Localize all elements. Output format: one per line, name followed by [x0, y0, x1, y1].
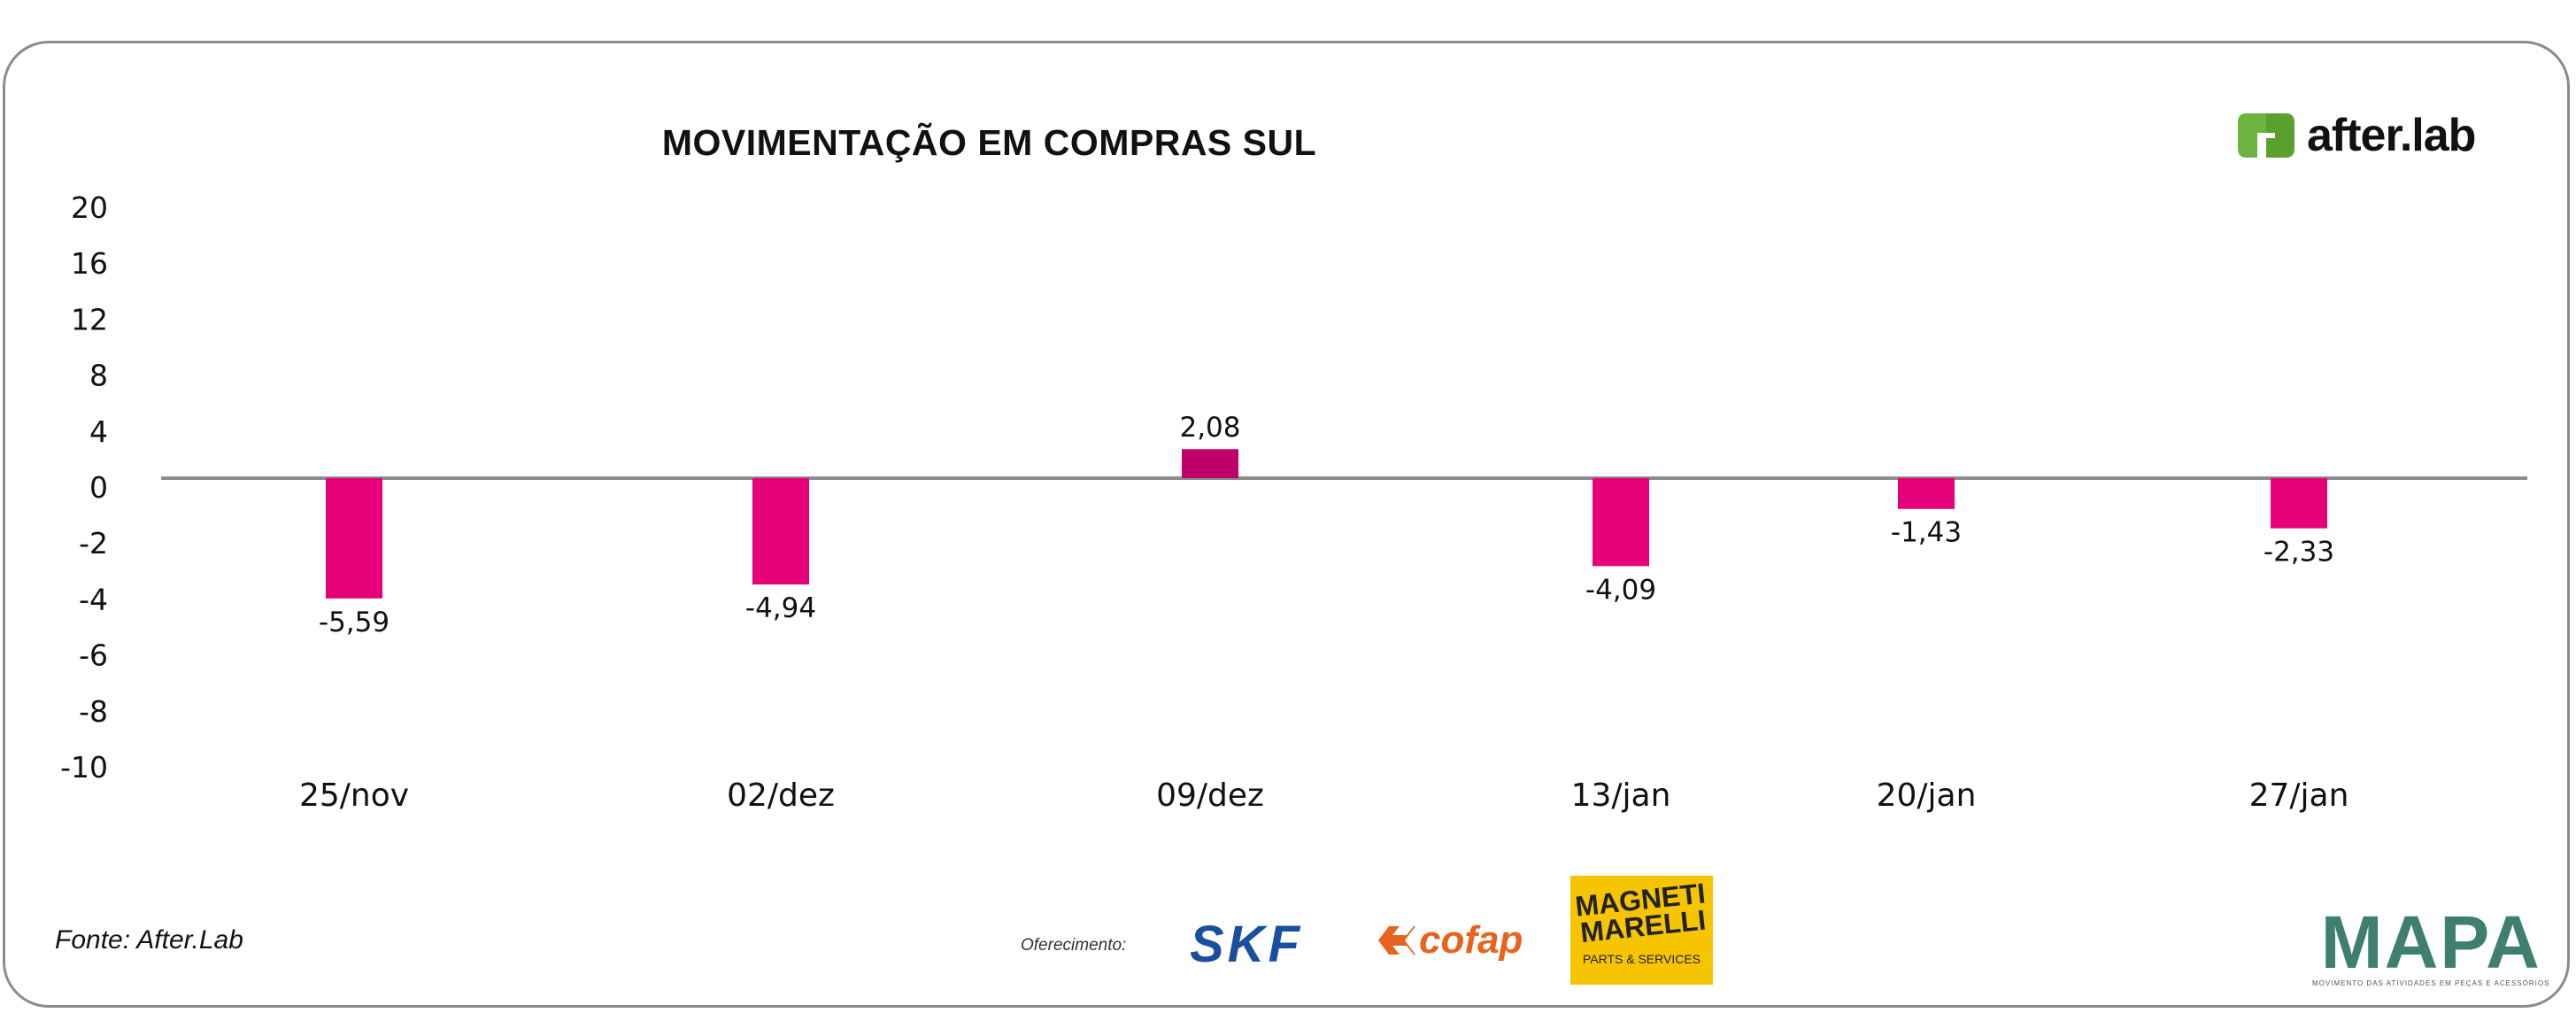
- bar-27/jan: [2271, 478, 2327, 529]
- bar-02/dez: [752, 478, 809, 585]
- skf-logo: SKF: [1190, 916, 1303, 973]
- y-tick-label: -8: [79, 694, 108, 729]
- y-tick-label: 8: [89, 359, 108, 393]
- mapa-logo: MAPA MOVIMENTO DAS ATIVIDADES EM PEÇAS E…: [2312, 905, 2549, 987]
- y-axis-ticks: 20 16 12 8 4 0 -2 -4 -6 -8 -10: [60, 190, 108, 785]
- data-label-20/jan: -1,43: [1891, 517, 1962, 549]
- magneti-marelli-logo: MAGNETI MARELLI PARTS & SERVICES: [1570, 876, 1713, 985]
- data-label-25/nov: -5,59: [319, 607, 389, 638]
- data-label-13/jan: -4,09: [1585, 574, 1656, 606]
- bars: [326, 449, 2327, 599]
- cofap-mark-icon: [1378, 926, 1415, 955]
- y-tick-label: 4: [89, 414, 108, 449]
- data-label-09/dez: 2,08: [1179, 412, 1240, 444]
- magneti-marelli-wordmark: MAGNETI MARELLI: [1573, 877, 1708, 949]
- x-tick-label: 13/jan: [1571, 777, 1671, 814]
- y-tick-label: -2: [79, 526, 108, 561]
- y-tick-label: 12: [71, 302, 108, 336]
- x-tick-label: 25/nov: [299, 777, 409, 814]
- bar-20/jan: [1898, 478, 1955, 509]
- x-axis-ticks: 25/nov 02/dez 09/dez 13/jan 20/jan 27/jan: [299, 777, 2348, 814]
- data-label-02/dez: -4,94: [745, 592, 816, 624]
- y-tick-label: 16: [71, 246, 108, 281]
- sponsor-label: Oferecimento:: [1021, 936, 1127, 955]
- chart-card: [3, 41, 2570, 1008]
- data-labels: -5,59 -4,94 2,08 -4,09 -1,43 -2,33: [319, 412, 2334, 638]
- source-note: Fonte: After.Lab: [55, 925, 243, 955]
- magneti-subtitle: PARTS & SERVICES: [1582, 952, 1701, 966]
- cofap-wordmark: cofap: [1419, 918, 1523, 962]
- y-tick-label: -10: [60, 750, 108, 785]
- bar-13/jan: [1593, 478, 1649, 567]
- y-tick-label: 0: [89, 470, 108, 505]
- y-tick-label: -4: [79, 582, 108, 616]
- mapa-wordmark: MAPA: [2320, 901, 2541, 984]
- bar-25/nov: [326, 478, 382, 599]
- x-tick-label: 20/jan: [1877, 777, 1977, 814]
- mapa-subtitle: MOVIMENTO DAS ATIVIDADES EM PEÇAS E ACES…: [2312, 979, 2550, 987]
- afterlab-mark-icon: [2238, 113, 2294, 158]
- afterlab-logo: after.lab: [2234, 109, 2476, 162]
- x-tick-label: 09/dez: [1156, 777, 1264, 814]
- y-tick-label: 20: [71, 190, 108, 225]
- bar-09/dez: [1182, 449, 1238, 478]
- data-label-27/jan: -2,33: [2264, 537, 2334, 568]
- x-tick-label: 02/dez: [727, 777, 835, 814]
- x-tick-label: 27/jan: [2249, 777, 2349, 814]
- y-tick-label: -6: [79, 638, 108, 673]
- afterlab-wordmark: after.lab: [2307, 110, 2476, 161]
- cofap-logo: cofap: [1377, 918, 1523, 963]
- chart-title: MOVIMENTAÇÃO EM COMPRAS SUL: [661, 122, 1317, 163]
